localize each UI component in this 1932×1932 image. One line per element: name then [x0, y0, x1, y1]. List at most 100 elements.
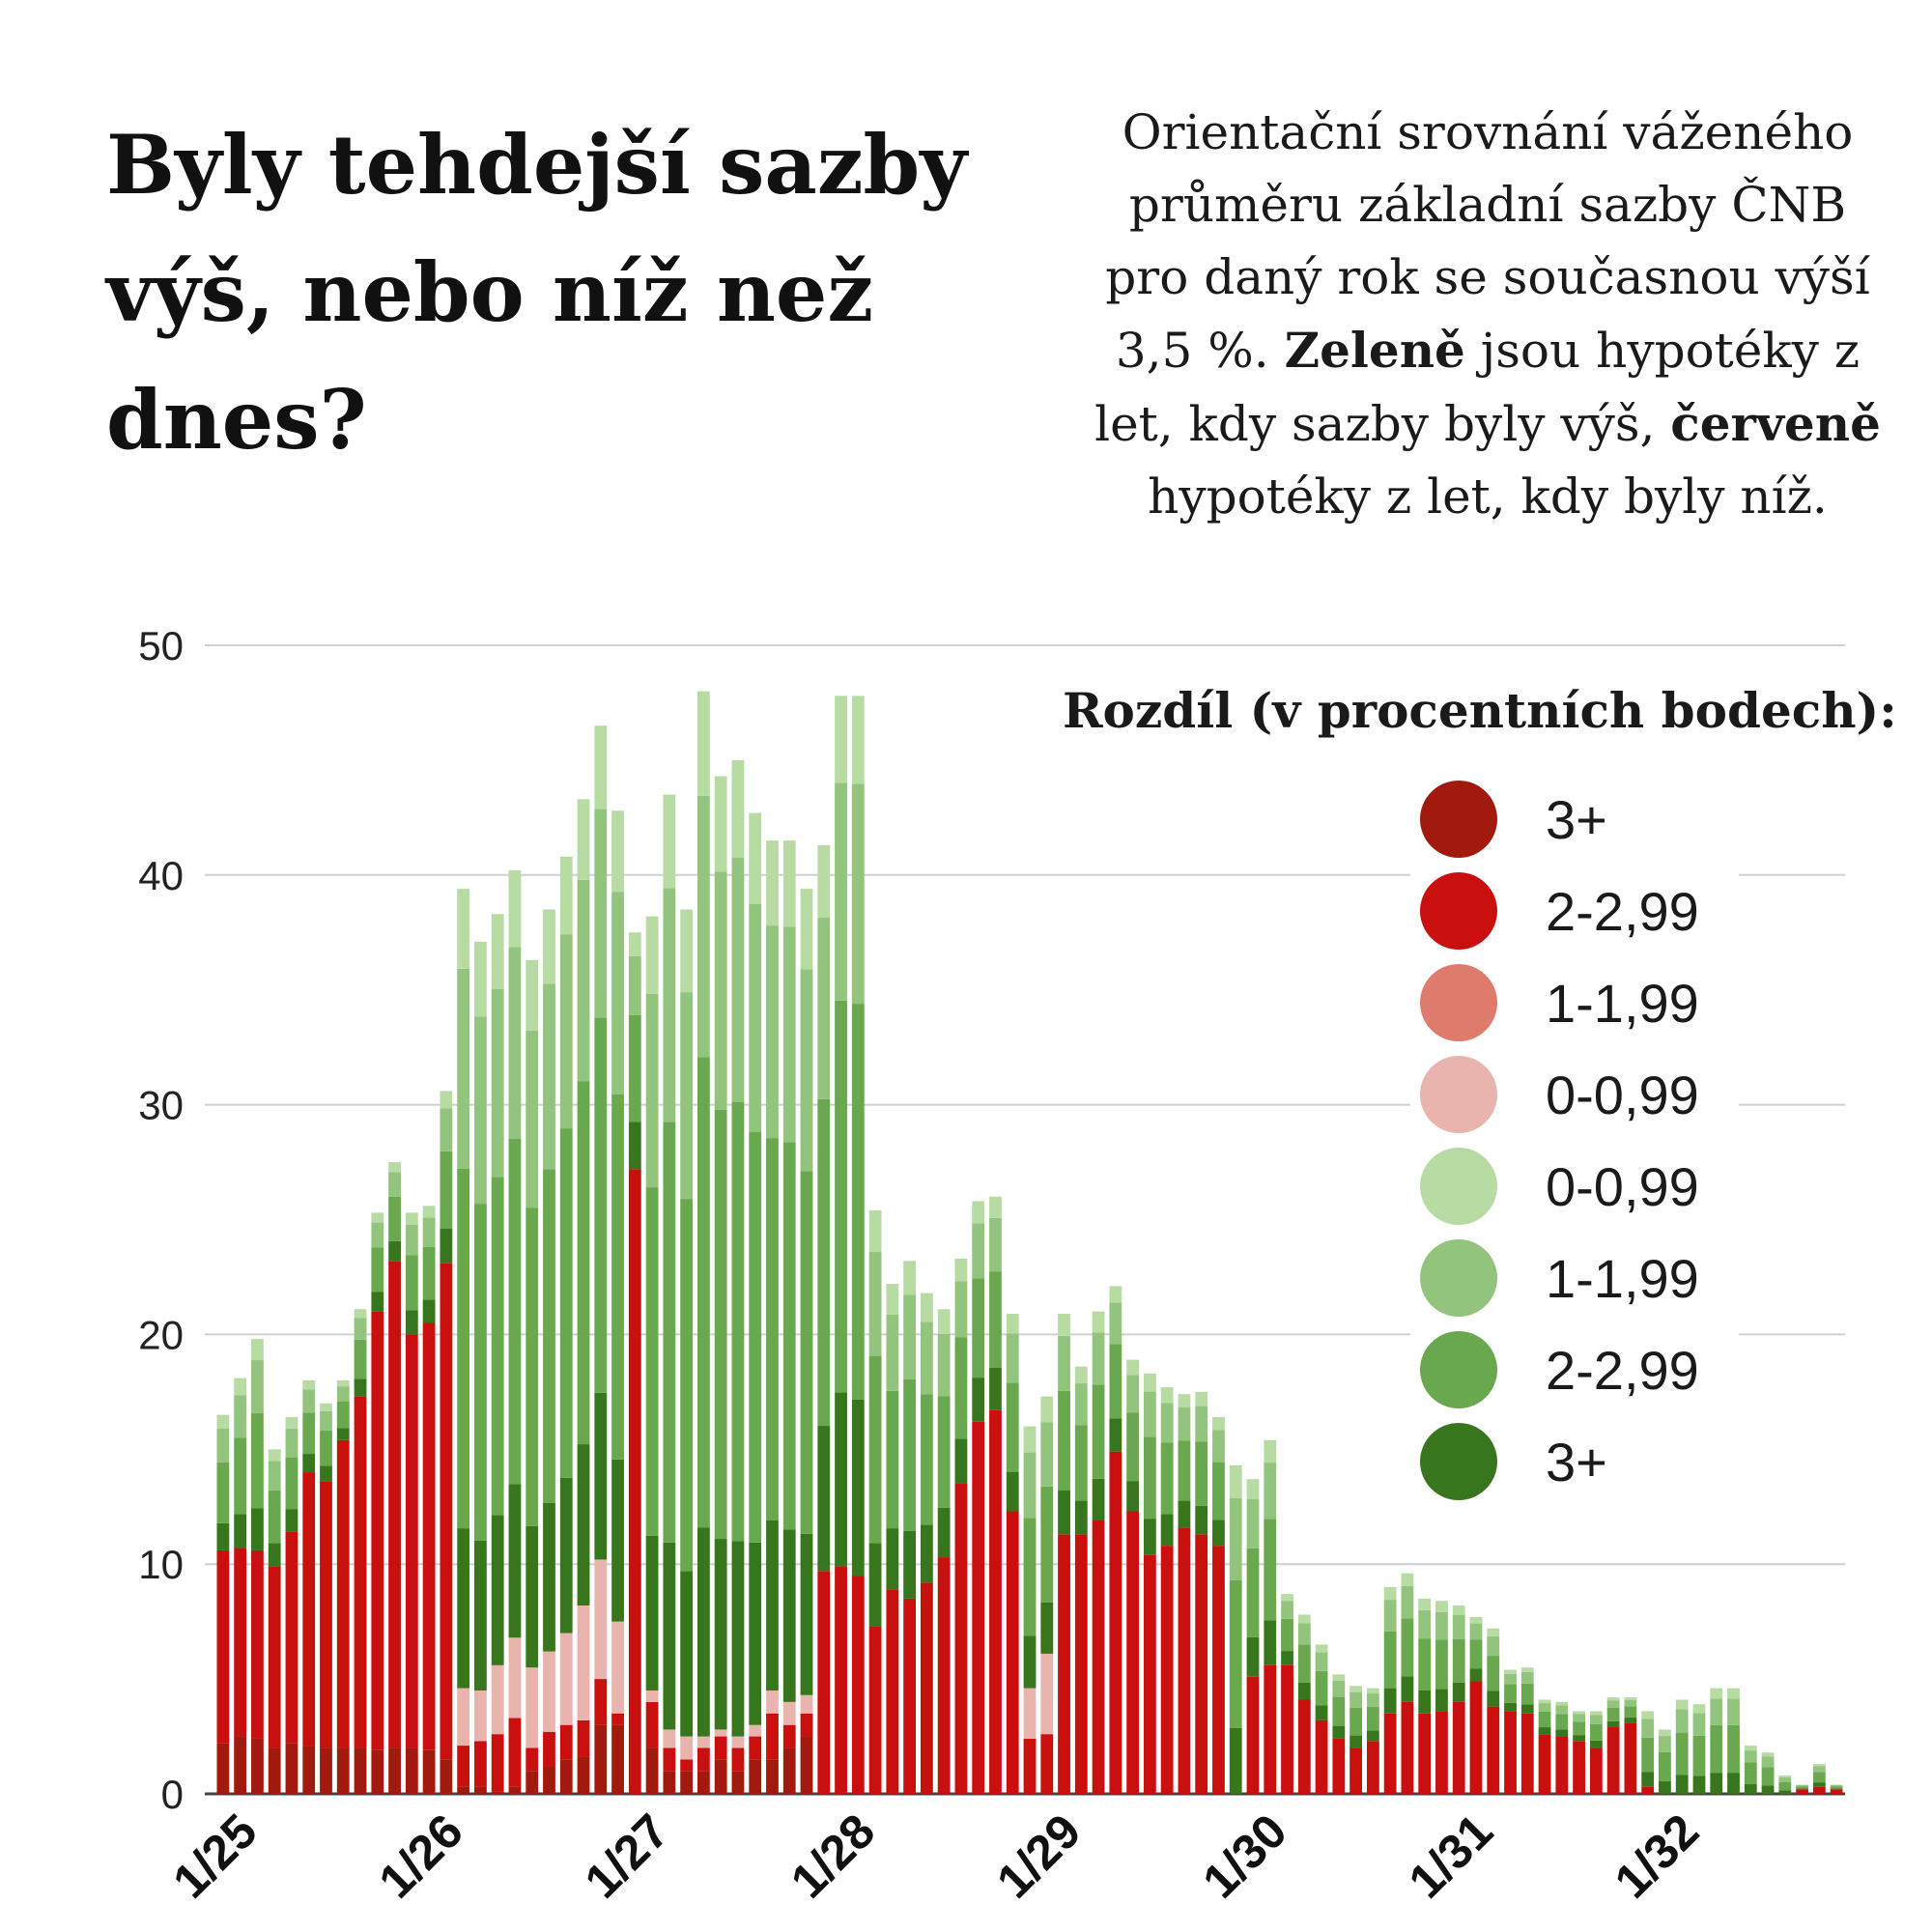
bar-segment-higher — [749, 904, 762, 1133]
bar-segment-higher — [1778, 1790, 1792, 1794]
bar-segment-higher — [1796, 1786, 1808, 1789]
bar-segment-higher — [1126, 1375, 1140, 1413]
bar-segment-higher — [1641, 1719, 1655, 1738]
bar-segment-higher — [422, 1206, 436, 1218]
bar-segment-higher — [851, 696, 865, 784]
bar-segment-lower — [714, 1736, 727, 1760]
bar-segment-higher — [1229, 1727, 1242, 1794]
bar-segment-higher — [526, 959, 539, 1032]
bar-segment-higher — [543, 909, 555, 984]
bar-segment-lower — [285, 1743, 298, 1794]
bar-segment-higher — [1315, 1705, 1328, 1720]
bar-segment-higher — [937, 1507, 951, 1558]
bar-segment-lower — [440, 1263, 453, 1760]
bar-segment-higher — [1195, 1406, 1208, 1442]
bar-segment-higher — [457, 1168, 470, 1529]
bar-segment-higher — [234, 1437, 247, 1515]
bar-segment-higher — [1606, 1707, 1620, 1721]
bar-segment-higher — [954, 1258, 968, 1282]
bar-segment-higher — [1589, 1715, 1603, 1724]
bar-segment-higher — [1281, 1594, 1293, 1602]
bar-segment-lower — [1830, 1789, 1843, 1794]
bar-segment-higher — [1195, 1441, 1208, 1506]
bar-segment-higher — [611, 810, 624, 893]
bar-segment-higher — [251, 1508, 264, 1550]
bar-segment-lower — [731, 1771, 745, 1794]
bar-segment-higher — [1212, 1462, 1225, 1520]
bar-segment-lower — [645, 1690, 659, 1702]
bar-segment-higher — [1435, 1611, 1448, 1640]
bar-segment-higher — [543, 1169, 555, 1503]
bar-segment-higher — [766, 1138, 779, 1521]
x-tick-label: 1/26 — [368, 1804, 472, 1908]
bar-segment-higher — [835, 1000, 847, 1393]
bar-segment-higher — [1624, 1718, 1637, 1723]
bar-segment-lower — [1040, 1653, 1054, 1735]
bar-segment-higher — [1641, 1772, 1655, 1787]
bar-segment-higher — [1297, 1623, 1311, 1645]
bar-segment-higher — [1606, 1697, 1620, 1701]
bar-segment-lower — [645, 1747, 659, 1794]
bar-segment-higher — [1761, 1767, 1775, 1786]
bar-segment-higher — [422, 1299, 436, 1323]
bar-segment-lower — [457, 1746, 470, 1787]
bar-segment-lower — [594, 1559, 608, 1680]
bar-segment-higher — [594, 1392, 608, 1560]
bar-segment-lower — [1178, 1527, 1191, 1794]
bar-segment-higher — [714, 776, 727, 872]
bar-segment-lower — [714, 1759, 727, 1794]
bar-segment-higher — [937, 1333, 951, 1397]
bar-segment-higher — [216, 1522, 230, 1550]
bar-segment-higher — [1830, 1788, 1843, 1790]
bar-segment-lower — [1452, 1701, 1465, 1794]
bar-segment-higher — [405, 1224, 418, 1256]
bar-segment-lower — [543, 1766, 555, 1794]
bar-segment-lower — [954, 1483, 968, 1794]
bar-segment-higher — [731, 1541, 745, 1737]
bar-segment-higher — [1641, 1737, 1655, 1773]
bar-segment-lower — [405, 1334, 418, 1748]
bar-segment-higher — [697, 795, 710, 1058]
bar-segment-higher — [782, 1142, 796, 1530]
subtitle-text: jsou hypotéky z let, kdy sazby byly výš, — [1094, 323, 1861, 452]
bar-segment-higher — [1573, 1711, 1585, 1715]
bar-segment-higher — [1401, 1586, 1414, 1619]
bar-segment-higher — [1727, 1724, 1740, 1774]
bar-segment-higher — [1606, 1720, 1620, 1728]
bar-segment-lower — [731, 1747, 745, 1772]
bar-segment-higher — [543, 983, 555, 1170]
bar-segment-higher — [1744, 1762, 1757, 1785]
bar-segment-higher — [1058, 1313, 1070, 1336]
bar-segment-higher — [628, 1014, 641, 1122]
bar-segment-higher — [1796, 1788, 1808, 1790]
bar-segment-higher — [1297, 1682, 1311, 1700]
y-tick-label: 20 — [138, 1312, 184, 1357]
bar-segment-higher — [320, 1403, 332, 1411]
bar-segment-lower — [234, 1736, 247, 1794]
bar-segment-higher — [1178, 1394, 1191, 1408]
x-tick-label: 1/25 — [162, 1804, 267, 1908]
bar-segment-higher — [937, 1396, 951, 1508]
bar-segment-higher — [714, 1109, 727, 1540]
bar-segment-higher — [1778, 1775, 1792, 1777]
bar-segment-higher — [1452, 1614, 1465, 1639]
bar-segment-lower — [1160, 1546, 1174, 1794]
bar-segment-higher — [216, 1428, 230, 1463]
bar-segment-higher — [1332, 1674, 1346, 1682]
bar-segment-lower — [1383, 1713, 1397, 1794]
bar-segment-higher — [1366, 1730, 1379, 1742]
bar-segment-lower — [1641, 1786, 1655, 1794]
legend-label: 1-1,99 — [1546, 973, 1699, 1034]
bar-segment-lower — [1092, 1520, 1105, 1794]
bar-segment-lower — [491, 1734, 504, 1792]
bar-segment-higher — [1573, 1721, 1585, 1736]
bar-segment-higher — [1504, 1669, 1517, 1674]
bar-segment-lower — [268, 1566, 281, 1748]
bar-segment-higher — [800, 1171, 813, 1534]
bar-segment-lower — [782, 1724, 796, 1748]
x-tick-label: 1/27 — [575, 1804, 679, 1908]
bar-segment-higher — [1606, 1700, 1620, 1708]
bar-segment-higher — [972, 1278, 985, 1378]
bar-segment-higher — [457, 968, 470, 1169]
